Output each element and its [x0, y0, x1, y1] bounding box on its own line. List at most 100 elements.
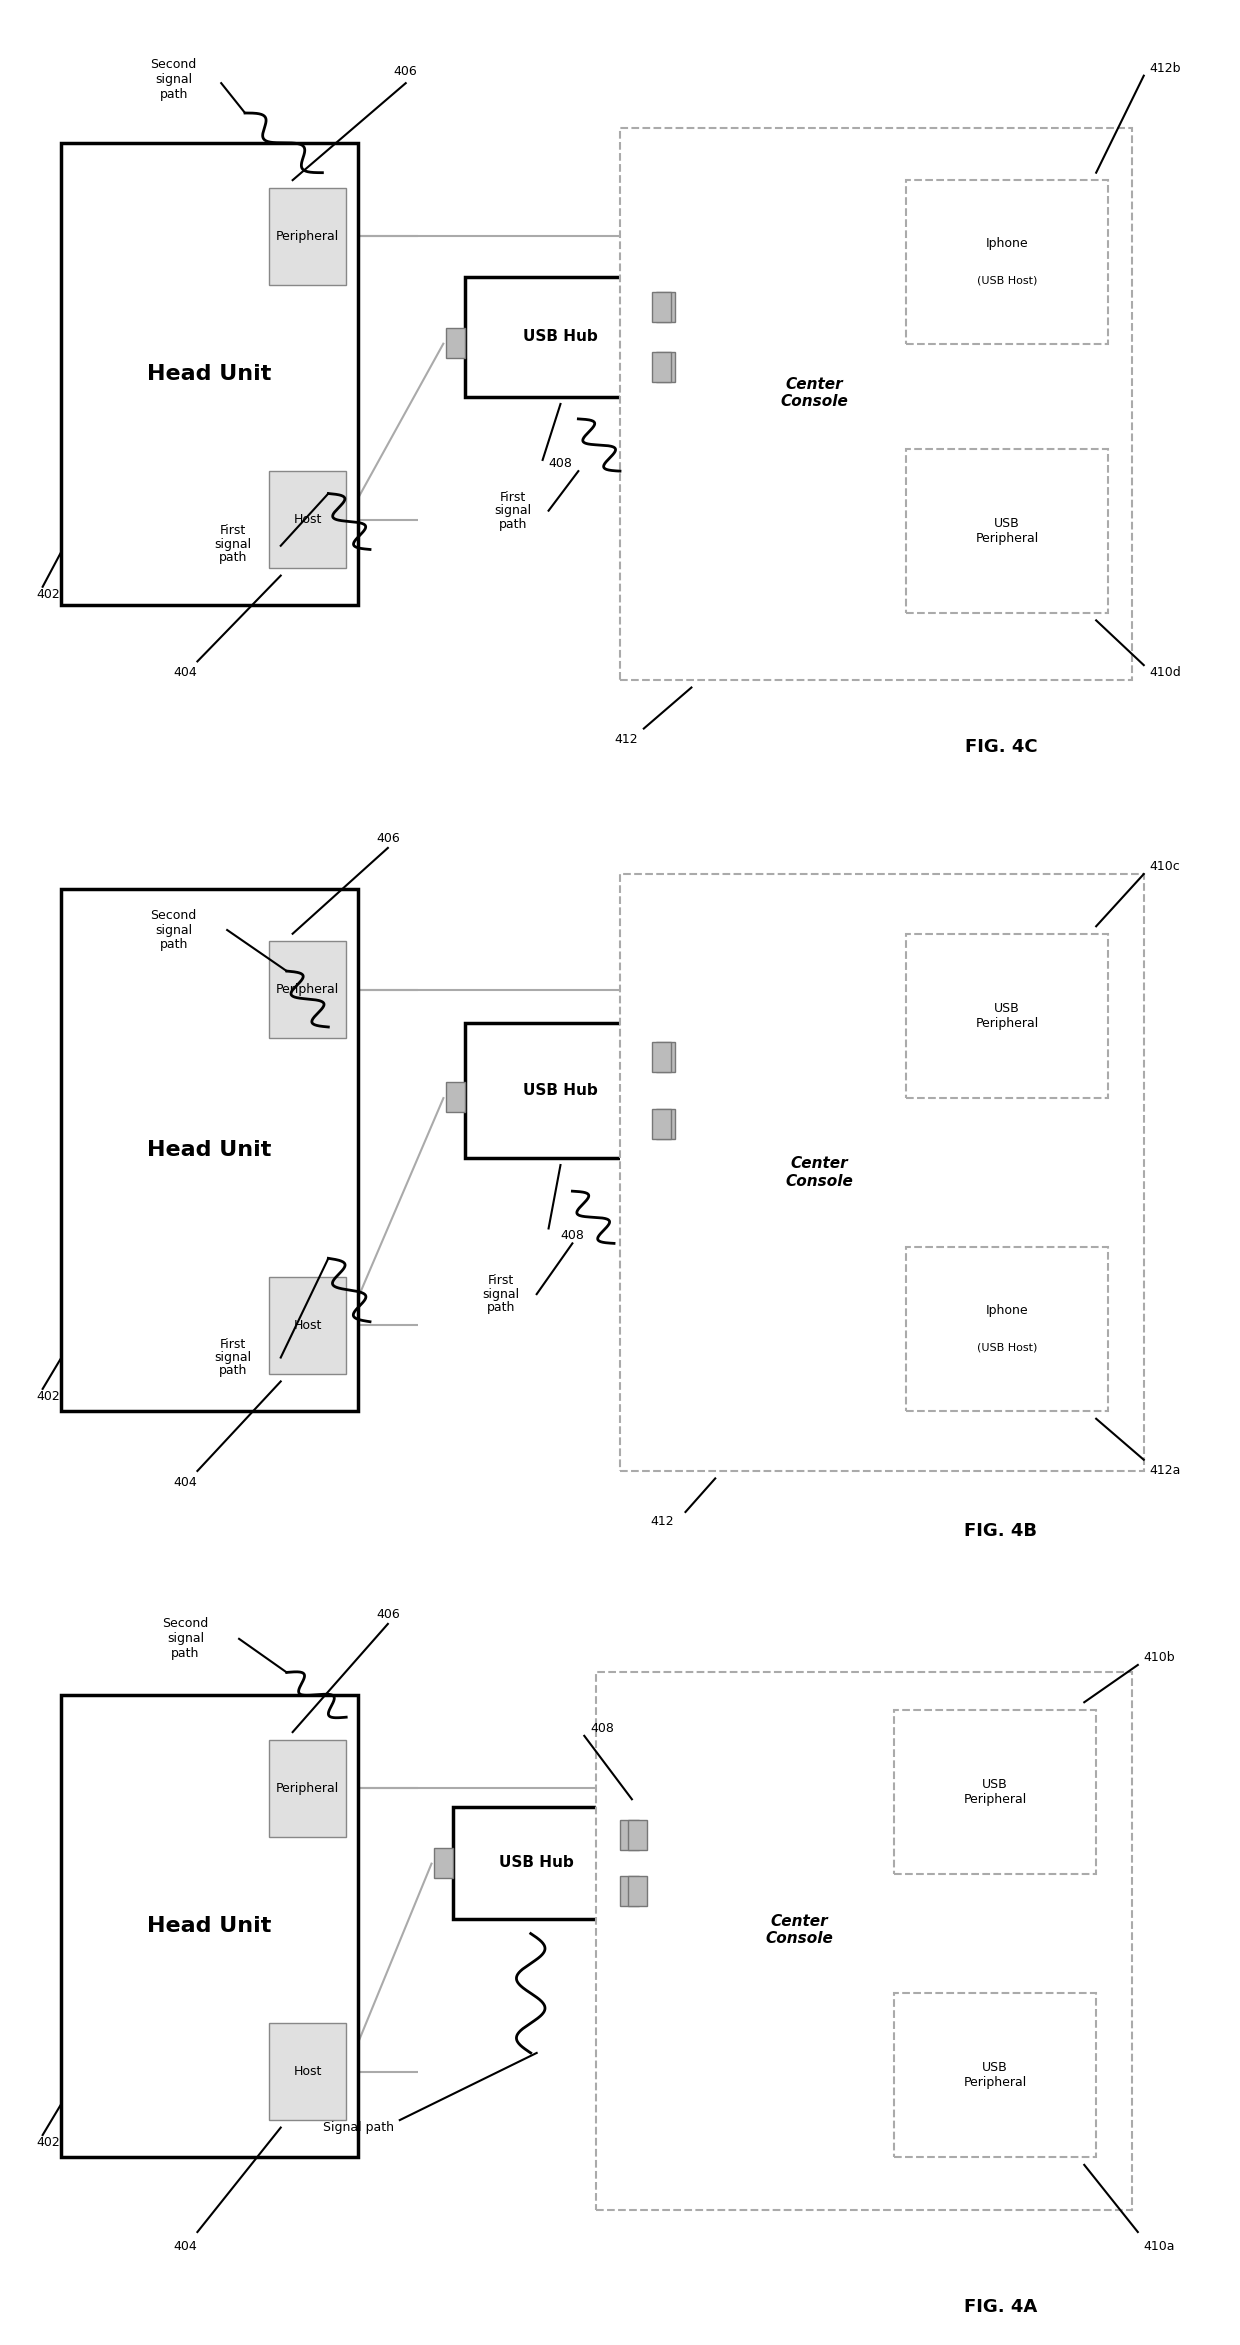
- Text: USB
Peripheral: USB Peripheral: [975, 516, 1039, 544]
- Bar: [656, 1109, 675, 1140]
- Bar: [446, 328, 465, 359]
- Text: Center
Console: Center Console: [785, 1156, 853, 1189]
- Text: 408: 408: [560, 1229, 584, 1243]
- Text: First: First: [219, 1337, 247, 1351]
- Bar: [596, 1672, 1132, 2209]
- Bar: [629, 1820, 647, 1850]
- Text: FIG. 4A: FIG. 4A: [965, 2298, 1038, 2315]
- Text: path: path: [171, 1646, 200, 1660]
- Bar: [894, 1710, 1096, 1874]
- Text: USB Hub: USB Hub: [523, 328, 598, 345]
- Text: 404: 404: [174, 2239, 197, 2254]
- Text: Second: Second: [150, 59, 197, 70]
- Bar: [652, 293, 671, 321]
- Text: 406: 406: [394, 66, 418, 77]
- Bar: [905, 181, 1109, 345]
- Text: 402: 402: [37, 2136, 61, 2148]
- Bar: [620, 1876, 639, 1906]
- Text: signal: signal: [155, 924, 192, 936]
- Bar: [620, 129, 1132, 680]
- Text: Head Unit: Head Unit: [148, 1916, 272, 1937]
- Text: 406: 406: [376, 832, 399, 844]
- Bar: [269, 188, 346, 284]
- Text: USB
Peripheral: USB Peripheral: [963, 2061, 1027, 2089]
- Text: FIG. 4C: FIG. 4C: [965, 739, 1037, 755]
- Text: 404: 404: [174, 666, 197, 680]
- Bar: [61, 1695, 358, 2157]
- Text: Peripheral: Peripheral: [275, 230, 340, 242]
- Text: Iphone: Iphone: [986, 237, 1028, 251]
- Text: First: First: [500, 490, 526, 504]
- Text: 410c: 410c: [1149, 861, 1180, 872]
- Text: (USB Host): (USB Host): [977, 277, 1037, 286]
- Bar: [465, 1022, 656, 1158]
- Bar: [656, 1041, 675, 1072]
- Bar: [269, 1278, 346, 1374]
- Text: Signal path: Signal path: [322, 2122, 393, 2134]
- Text: signal: signal: [215, 537, 252, 551]
- Bar: [61, 889, 358, 1412]
- Bar: [652, 352, 671, 382]
- Bar: [269, 1740, 346, 1836]
- Text: Center
Console: Center Console: [780, 378, 848, 408]
- Text: signal: signal: [155, 73, 192, 87]
- Bar: [905, 933, 1109, 1097]
- Text: path: path: [160, 938, 187, 952]
- Bar: [434, 1848, 454, 1878]
- Text: USB
Peripheral: USB Peripheral: [975, 1001, 1039, 1029]
- Text: USB Hub: USB Hub: [523, 1083, 598, 1097]
- Text: path: path: [219, 551, 247, 565]
- Bar: [652, 1109, 671, 1140]
- Text: path: path: [160, 87, 187, 101]
- Bar: [454, 1806, 620, 1918]
- Bar: [61, 143, 358, 605]
- Text: 406: 406: [376, 1609, 399, 1620]
- Text: Iphone: Iphone: [986, 1304, 1028, 1318]
- Text: Peripheral: Peripheral: [275, 983, 340, 997]
- Text: FIG. 4B: FIG. 4B: [965, 1522, 1038, 1541]
- Text: path: path: [219, 1365, 247, 1377]
- Text: First: First: [487, 1273, 515, 1287]
- Bar: [905, 1248, 1109, 1412]
- Text: path: path: [498, 518, 527, 530]
- Text: USB
Peripheral: USB Peripheral: [963, 1778, 1027, 1806]
- Text: Head Unit: Head Unit: [148, 1140, 272, 1161]
- Bar: [269, 2024, 346, 2120]
- Text: (USB Host): (USB Host): [977, 1344, 1037, 1353]
- Text: Second: Second: [150, 908, 197, 922]
- Text: 404: 404: [174, 1475, 197, 1489]
- Bar: [269, 940, 346, 1039]
- Text: Host: Host: [294, 1318, 321, 1332]
- Text: Host: Host: [294, 514, 321, 525]
- Text: Host: Host: [294, 2066, 321, 2078]
- Text: 408: 408: [548, 457, 573, 469]
- Bar: [894, 1993, 1096, 2157]
- Text: 410b: 410b: [1143, 1651, 1176, 1665]
- Bar: [620, 1820, 639, 1850]
- Text: USB Hub: USB Hub: [500, 1855, 574, 1871]
- Text: 412: 412: [650, 1515, 673, 1529]
- Bar: [656, 293, 675, 321]
- Text: signal: signal: [482, 1287, 520, 1301]
- Bar: [656, 352, 675, 382]
- Text: 412: 412: [614, 734, 637, 746]
- Text: Peripheral: Peripheral: [275, 1782, 340, 1794]
- Bar: [620, 875, 1143, 1470]
- Text: Head Unit: Head Unit: [148, 363, 272, 385]
- Text: 412a: 412a: [1149, 1466, 1182, 1477]
- Bar: [269, 471, 346, 567]
- Text: 402: 402: [37, 1391, 61, 1402]
- Text: Second: Second: [162, 1618, 208, 1630]
- Bar: [446, 1083, 465, 1112]
- Text: Center
Console: Center Console: [766, 1914, 833, 1946]
- Bar: [905, 448, 1109, 612]
- Text: signal: signal: [495, 504, 532, 518]
- Text: 410a: 410a: [1143, 2239, 1176, 2254]
- Text: 412b: 412b: [1149, 61, 1182, 75]
- Text: First: First: [219, 525, 247, 537]
- Text: signal: signal: [167, 1632, 205, 1646]
- Text: 410d: 410d: [1149, 666, 1182, 680]
- Bar: [629, 1876, 647, 1906]
- Text: signal: signal: [215, 1351, 252, 1365]
- Text: 408: 408: [590, 1721, 614, 1735]
